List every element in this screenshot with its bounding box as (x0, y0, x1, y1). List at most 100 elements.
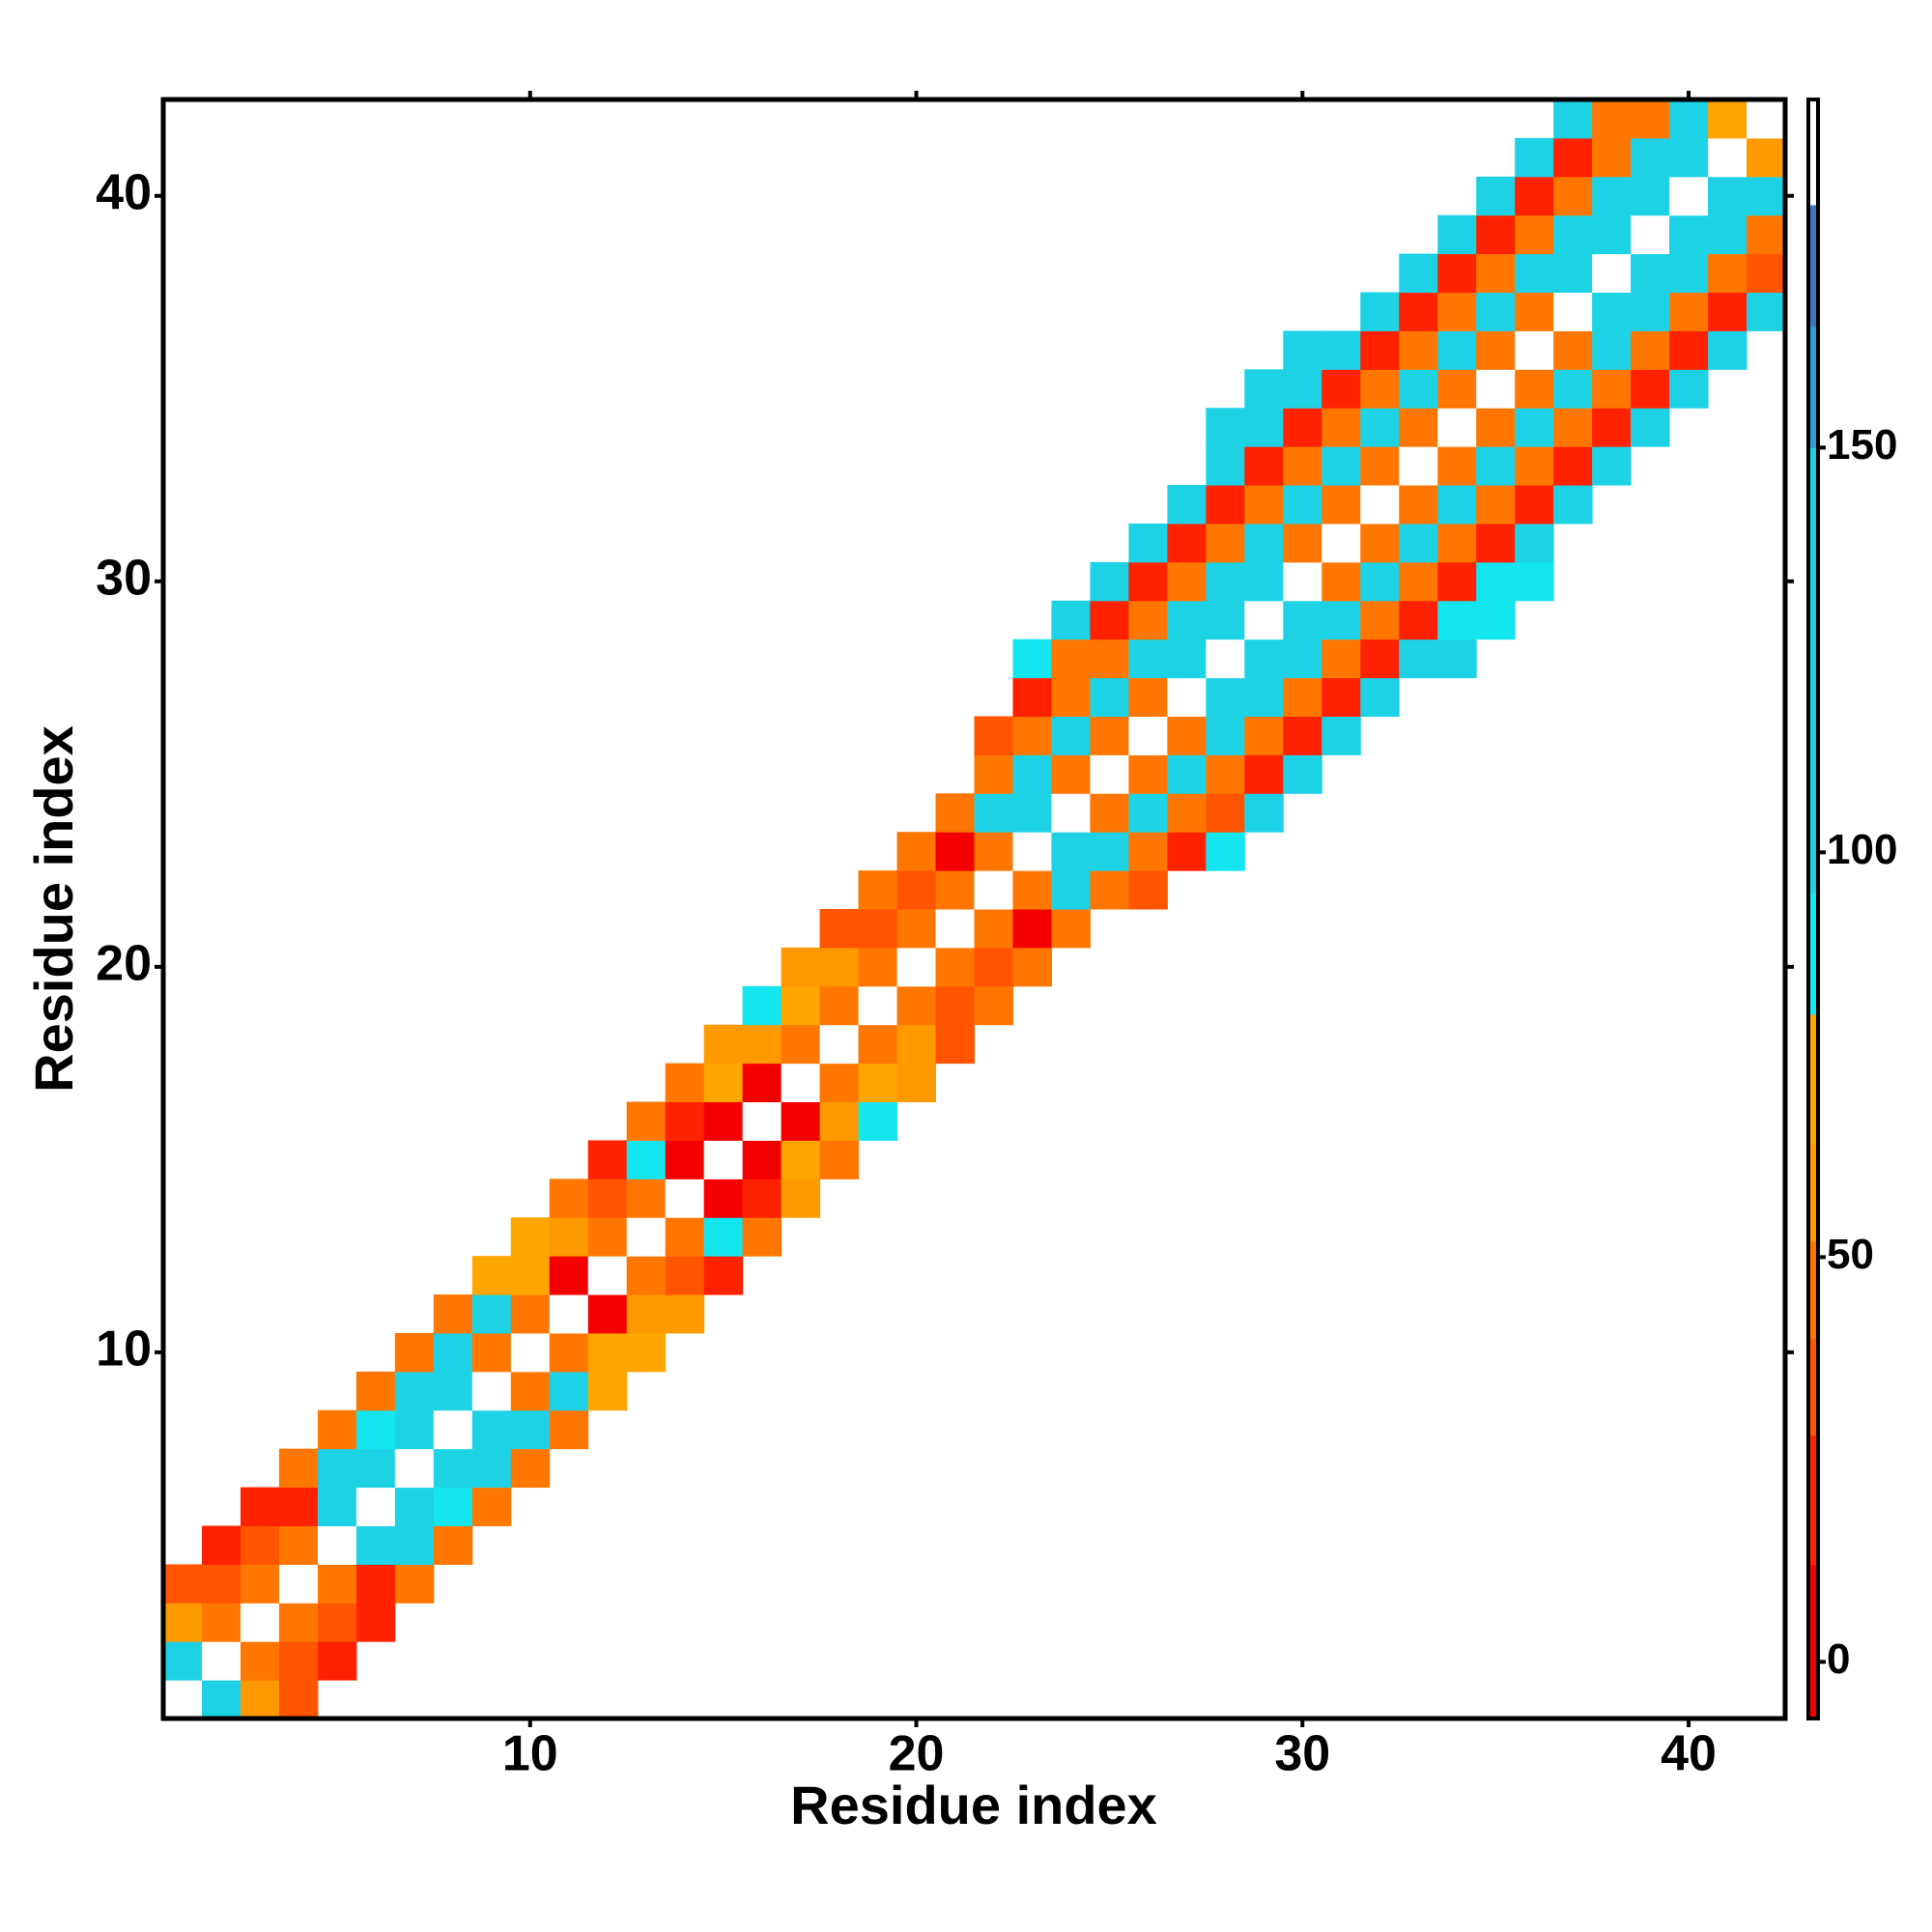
heatmap-cell (1206, 408, 1245, 447)
heatmap-cell (974, 985, 1013, 1026)
heatmap-cell (471, 1487, 512, 1526)
heatmap-cell (1244, 793, 1284, 833)
heatmap-cell (974, 716, 1013, 755)
heatmap-cell (1244, 639, 1284, 679)
heatmap-cell (1206, 446, 1245, 486)
heatmap-cell (1051, 909, 1091, 949)
heatmap-cell (819, 947, 860, 987)
heatmap-cell (742, 1063, 782, 1103)
heatmap-cell (1206, 561, 1245, 602)
heatmap-cell (1399, 523, 1438, 563)
colorbar-tick-label: 100 (1827, 826, 1897, 873)
heatmap-cell (1321, 600, 1361, 640)
heatmap-cell (471, 1409, 512, 1450)
heatmap-cell (1283, 330, 1322, 370)
heatmap-cell (626, 1140, 667, 1179)
heatmap-cell (1399, 253, 1438, 294)
heatmap-cell (1476, 523, 1516, 563)
heatmap-cell (433, 1448, 473, 1489)
heatmap-cell (1515, 369, 1554, 409)
heatmap-cell (394, 1564, 435, 1604)
colorbar-segment (1808, 1013, 1818, 1145)
heatmap-cell (1669, 369, 1709, 409)
heatmap-cell (163, 1564, 203, 1604)
heatmap-cell (1051, 832, 1091, 871)
y-tick-label: 20 (96, 936, 152, 992)
heatmap-cell (1360, 292, 1400, 331)
heatmap-cell (1167, 523, 1207, 563)
heatmap-cell (549, 1294, 589, 1334)
heatmap-cell (278, 1641, 319, 1681)
heatmap-cell (163, 1603, 203, 1642)
colorbar-tick-label: 50 (1827, 1231, 1874, 1278)
heatmap-cell (1206, 754, 1245, 794)
heatmap-cell (1708, 292, 1747, 331)
heatmap-cell (1476, 253, 1516, 294)
heatmap-cell (587, 1371, 628, 1411)
y-tick-label: 10 (96, 1321, 152, 1378)
heatmap-cell (1553, 485, 1593, 525)
heatmap-cell (1128, 639, 1168, 679)
heatmap-cell (1631, 369, 1670, 409)
heatmap-cell (1012, 639, 1052, 679)
heatmap-cell (781, 1179, 821, 1218)
heatmap-cell (1321, 677, 1361, 717)
heatmap-cell (858, 947, 898, 987)
heatmap-cell (1515, 408, 1554, 447)
heatmap-cell (1592, 99, 1632, 139)
heatmap-cell (1515, 485, 1554, 525)
heatmap-cell (1283, 446, 1322, 486)
heatmap-cell (1051, 870, 1091, 910)
heatmap-cell (1128, 793, 1168, 833)
heatmap-cell (819, 1101, 860, 1141)
heatmap-cell (1631, 292, 1670, 331)
heatmap-cell (394, 1487, 435, 1526)
heatmap-cell (1553, 446, 1593, 486)
heatmap-cell (1437, 369, 1477, 409)
heatmap-cell (665, 1179, 705, 1218)
heatmap-cell (781, 1140, 821, 1179)
heatmap-cell (1360, 523, 1400, 563)
heatmap-cell (1437, 523, 1477, 563)
heatmap-cell (1283, 677, 1322, 717)
heatmap-cell (433, 1409, 473, 1450)
heatmap-cell (1515, 446, 1554, 486)
y-tick-label: 40 (96, 164, 152, 220)
heatmap-cell (510, 1217, 551, 1257)
heatmap-cell (1206, 485, 1245, 525)
heatmap-cell (935, 909, 975, 949)
heatmap-cell (1360, 639, 1400, 679)
heatmap-cell (317, 1525, 357, 1565)
heatmap-cell (1321, 485, 1361, 525)
heatmap-cell (240, 1487, 280, 1526)
heatmap-cell (1747, 292, 1786, 331)
heatmap-cell (935, 947, 975, 987)
heatmap-cell (1476, 408, 1516, 447)
heatmap-cell (510, 1256, 551, 1295)
heatmap-cell (703, 1179, 744, 1218)
colorbar-segment (1808, 447, 1818, 894)
heatmap-cell (278, 1448, 319, 1489)
heatmap-cell (1206, 523, 1245, 563)
heatmap-cell (1515, 561, 1554, 602)
heatmap-cell (935, 832, 975, 871)
heatmap-cell (1321, 561, 1361, 602)
heatmap-cell (1553, 99, 1593, 139)
heatmap-cell (1167, 561, 1207, 602)
heatmap-cell (1283, 369, 1322, 409)
heatmap-cell (1592, 408, 1632, 447)
heatmap-cell (1399, 639, 1438, 679)
heatmap-cell (742, 1140, 782, 1179)
x-tick-label: 20 (889, 1726, 945, 1782)
colorbar-segment (1808, 204, 1818, 327)
heatmap-cell (1283, 561, 1322, 602)
heatmap-cell (1515, 330, 1554, 370)
heatmap-cell (1553, 253, 1593, 294)
heatmap-cell (394, 1448, 435, 1489)
heatmap-cell (1437, 561, 1477, 602)
heatmap-cell (510, 1409, 551, 1450)
heatmap-cell (896, 1063, 937, 1103)
heatmap-cell (626, 1101, 667, 1141)
heatmap-cell (858, 1063, 898, 1103)
heatmap-cell (742, 1179, 782, 1218)
